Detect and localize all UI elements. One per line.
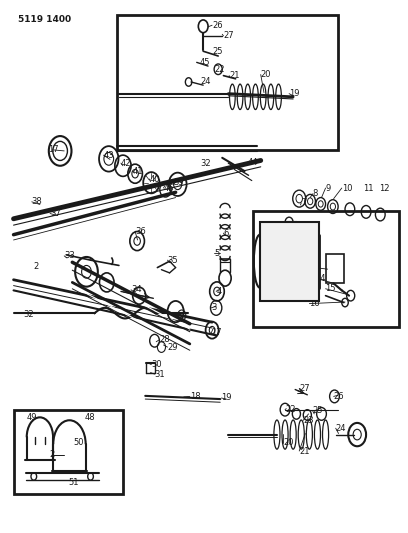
Text: 2: 2 xyxy=(34,262,39,271)
Text: 21: 21 xyxy=(299,447,310,456)
Text: 29: 29 xyxy=(168,343,178,352)
Text: 16: 16 xyxy=(309,299,320,308)
Bar xyxy=(117,14,338,150)
Text: 22: 22 xyxy=(214,64,225,74)
Text: 21: 21 xyxy=(229,71,239,80)
Text: 44: 44 xyxy=(247,158,258,166)
Text: 14: 14 xyxy=(315,273,326,282)
Text: 41: 41 xyxy=(133,166,144,175)
Text: 2: 2 xyxy=(287,241,292,250)
Bar xyxy=(253,211,399,327)
Text: 25: 25 xyxy=(313,406,323,415)
Text: 28: 28 xyxy=(160,335,170,344)
Text: 37: 37 xyxy=(50,209,61,218)
Text: 12: 12 xyxy=(379,183,390,192)
Text: 45: 45 xyxy=(200,59,211,67)
Text: 4: 4 xyxy=(216,287,222,296)
Text: 24: 24 xyxy=(200,77,211,86)
Text: 7: 7 xyxy=(301,198,307,207)
Text: 20: 20 xyxy=(261,70,271,79)
Text: 42: 42 xyxy=(121,159,131,167)
Text: 3: 3 xyxy=(211,303,217,312)
Text: 50: 50 xyxy=(73,438,84,447)
Text: 33: 33 xyxy=(64,252,75,261)
Text: 48: 48 xyxy=(84,413,95,422)
Text: 2: 2 xyxy=(49,450,54,459)
Bar xyxy=(13,410,123,495)
Text: 11: 11 xyxy=(363,183,374,192)
Text: 27: 27 xyxy=(299,384,310,393)
Bar xyxy=(326,254,344,284)
Text: 15: 15 xyxy=(326,284,336,293)
Text: 23: 23 xyxy=(303,416,314,425)
Text: 20: 20 xyxy=(283,438,293,447)
Text: 36: 36 xyxy=(135,227,146,236)
Bar xyxy=(260,222,319,301)
Text: 9: 9 xyxy=(326,183,331,192)
Text: 46: 46 xyxy=(164,183,174,192)
Text: 18: 18 xyxy=(190,392,200,401)
Text: 49: 49 xyxy=(27,413,37,422)
Text: 34: 34 xyxy=(131,285,142,294)
Text: 5119 1400: 5119 1400 xyxy=(18,15,71,25)
Text: 32: 32 xyxy=(24,310,34,319)
Text: 17: 17 xyxy=(48,146,59,155)
Text: 5: 5 xyxy=(214,249,220,258)
Text: 27: 27 xyxy=(224,31,234,41)
Text: 26: 26 xyxy=(334,392,344,401)
Text: 19: 19 xyxy=(289,89,299,98)
Text: 35: 35 xyxy=(168,256,178,265)
Text: 31: 31 xyxy=(155,369,165,378)
Text: 13: 13 xyxy=(306,262,317,271)
Text: 8: 8 xyxy=(313,189,318,198)
Text: 39: 39 xyxy=(174,178,184,187)
Text: 25: 25 xyxy=(212,47,223,56)
Text: 10: 10 xyxy=(342,183,352,192)
Text: 40: 40 xyxy=(149,174,160,183)
Text: 17: 17 xyxy=(211,328,222,337)
Text: 6: 6 xyxy=(224,229,229,238)
Text: 26: 26 xyxy=(212,21,223,30)
Text: 51: 51 xyxy=(68,478,79,487)
Text: 22: 22 xyxy=(285,405,295,414)
Text: 32: 32 xyxy=(200,159,211,167)
Text: 19: 19 xyxy=(222,393,232,402)
Text: 38: 38 xyxy=(32,197,42,206)
Text: 24: 24 xyxy=(336,424,346,433)
Text: 30: 30 xyxy=(151,360,162,369)
Text: 43: 43 xyxy=(104,151,114,160)
